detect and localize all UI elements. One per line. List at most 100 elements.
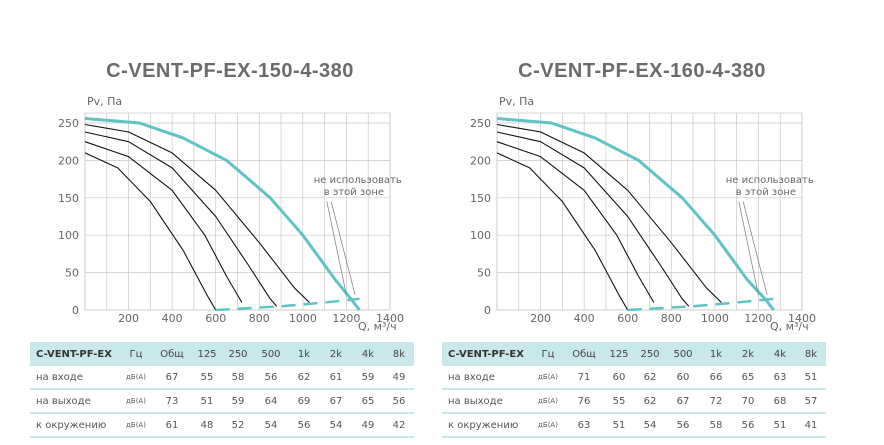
- row-unit: дБ(А): [532, 389, 564, 414]
- table-column-header: Гц: [120, 342, 152, 366]
- table-cell: 42: [384, 413, 414, 438]
- table-cell: 70: [732, 389, 764, 414]
- y-tick-label: 150: [58, 192, 79, 205]
- table-row: на входе дБ(А) 67 55 58 56 62 61 59 49: [30, 366, 414, 390]
- noise-table: C-VENT-PF-EX Гц Общ 125 250 500 1k 2k 4k 8k на вхо…: [442, 342, 826, 438]
- table-row: на выходе дБ(А) 76 55 62 67 72 70 68 57: [442, 389, 826, 414]
- table-cell: 56: [288, 413, 320, 438]
- y-tick-label: 100: [58, 229, 79, 242]
- table-cell: 57: [796, 389, 826, 414]
- table-column-header: 1k: [288, 342, 320, 366]
- table-column-header: 4k: [764, 342, 796, 366]
- x-tick-label: 1400: [376, 312, 404, 325]
- row-label: к окружению: [442, 413, 532, 438]
- table-row: к окружению дБ(А) 63 51 54 56 58 56 51 41: [442, 413, 826, 438]
- row-label: на выходе: [442, 389, 532, 414]
- table-cell: 54: [254, 413, 288, 438]
- table-row: на входе дБ(А) 71 60 62 60 66 65 63 51: [442, 366, 826, 390]
- table-column-header: 250: [222, 342, 254, 366]
- table-cell: 56: [254, 366, 288, 390]
- table-cell: 56: [732, 413, 764, 438]
- row-label: на выходе: [30, 389, 120, 414]
- table-cell: 60: [666, 366, 700, 390]
- table-column-header: 125: [604, 342, 634, 366]
- plot-frame: [84, 112, 391, 311]
- annotation-text: не использовать: [726, 175, 814, 186]
- y-tick-label: 150: [470, 192, 491, 205]
- row-unit: дБ(А): [120, 366, 152, 390]
- row-unit: дБ(А): [532, 413, 564, 438]
- table-cell: 65: [732, 366, 764, 390]
- table-cell: 76: [564, 389, 604, 414]
- table-cell: 67: [320, 389, 352, 414]
- table-cell: 63: [564, 413, 604, 438]
- table-row: на выходе дБ(А) 73 51 59 64 69 67 65 56: [30, 389, 414, 414]
- y-tick-label: 0: [72, 304, 79, 317]
- row-label: на входе: [30, 366, 120, 390]
- table-cell: 68: [764, 389, 796, 414]
- table-cell: 52: [222, 413, 254, 438]
- table-cell: 73: [152, 389, 192, 414]
- table-cell: 54: [634, 413, 666, 438]
- speed-curve: [84, 131, 278, 307]
- table-cell: 51: [764, 413, 796, 438]
- x-tick-label: 800: [249, 312, 270, 325]
- table-column-header: 2k: [320, 342, 352, 366]
- row-label: к окружению: [30, 413, 120, 438]
- annotation-text: в этой зоне: [736, 187, 796, 198]
- table-column-header: 8k: [384, 342, 414, 366]
- x-tick-label: 1400: [788, 312, 816, 325]
- annotation-text: не использовать: [314, 175, 402, 186]
- chart-panel-150: C-VENT-PF-EX-150-4-380 Pv, Па Q, м³/ч 0 50 1…: [20, 0, 440, 445]
- x-tick-label: 200: [530, 312, 551, 325]
- x-tick-label: 600: [205, 312, 226, 325]
- table-cell: 60: [604, 366, 634, 390]
- speed-curve: [496, 123, 722, 303]
- y-tick-label: 50: [477, 267, 491, 280]
- x-tick-label: 400: [162, 312, 183, 325]
- speed-curve: [496, 141, 655, 303]
- y-tick-label: 250: [58, 117, 79, 130]
- x-tick-label: 1200: [744, 312, 772, 325]
- table-cell: 62: [634, 366, 666, 390]
- table-column-header: Общ: [152, 342, 192, 366]
- table-cell: 59: [222, 389, 254, 414]
- annotation-pointer: [738, 201, 759, 296]
- annotation-pointer: [330, 201, 356, 296]
- x-tick-label: 1000: [289, 312, 317, 325]
- y-axis-label: Pv, Па: [499, 95, 534, 108]
- y-tick-label: 0: [484, 304, 491, 317]
- table-cell: 55: [604, 389, 634, 414]
- table-column-header: Общ: [564, 342, 604, 366]
- table-cell: 54: [320, 413, 352, 438]
- limit-dashed-curve: [627, 297, 774, 312]
- table-cell: 65: [352, 389, 384, 414]
- table-column-header: 4k: [352, 342, 384, 366]
- plot-frame: [496, 112, 803, 311]
- table-cell: 49: [352, 413, 384, 438]
- x-tick-label: 1000: [701, 312, 729, 325]
- x-axis-label: Q, м³/ч: [358, 320, 397, 333]
- annotation-pointer: [326, 201, 347, 296]
- table-cell: 56: [666, 413, 700, 438]
- table-cell: 48: [192, 413, 222, 438]
- table-row: к окружению дБ(А) 61 48 52 54 56 54 49 42: [30, 413, 414, 438]
- table-cell: 67: [666, 389, 700, 414]
- chart-panel-160: C-VENT-PF-EX-160-4-380 Pv, Па Q, м³/ч 0 50 1…: [432, 0, 852, 445]
- chart-title: C-VENT-PF-EX-150-4-380: [106, 60, 354, 82]
- table-cell: 51: [192, 389, 222, 414]
- table-cell: 55: [192, 366, 222, 390]
- table-cell: 63: [764, 366, 796, 390]
- table-column-header: 500: [666, 342, 700, 366]
- speed-curve: [496, 131, 690, 307]
- table-column-header: 500: [254, 342, 288, 366]
- row-unit: дБ(А): [120, 413, 152, 438]
- table-cell: 61: [320, 366, 352, 390]
- x-tick-label: 800: [661, 312, 682, 325]
- noise-table: C-VENT-PF-EX Гц Общ 125 250 500 1k 2k 4k 8k на вхо…: [30, 342, 414, 438]
- table-column-header: 8k: [796, 342, 826, 366]
- y-axis-label: Pv, Па: [87, 95, 122, 108]
- table-model-header: C-VENT-PF-EX: [442, 342, 532, 366]
- annotation-pointer: [742, 201, 768, 296]
- y-tick-label: 200: [470, 154, 491, 167]
